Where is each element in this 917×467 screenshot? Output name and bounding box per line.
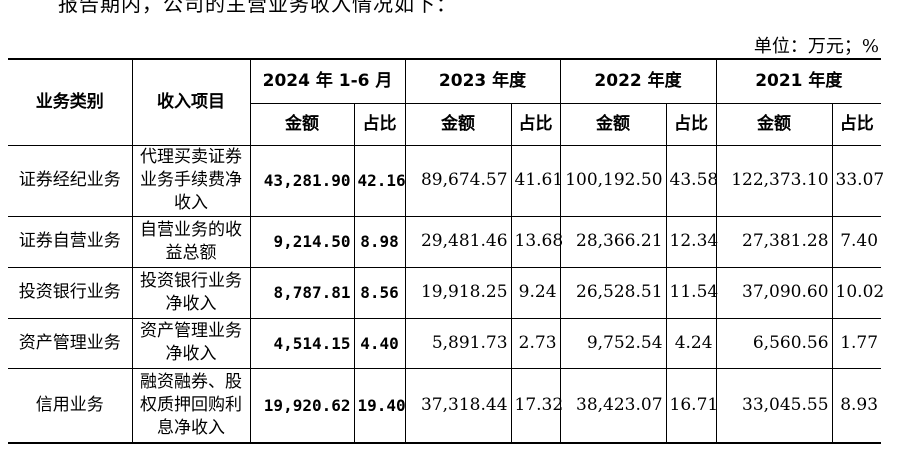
amount-cell: 9,214.50 bbox=[249, 215, 355, 268]
category-cell: 证券自营业务 bbox=[8, 215, 133, 268]
amount-cell: 4,514.15 bbox=[249, 317, 355, 369]
header-amount: 金额 bbox=[715, 102, 833, 146]
amount-cell: 33,045.55 bbox=[715, 367, 833, 444]
header-ratio: 占比 bbox=[353, 102, 406, 146]
amount-cell: 9,752.54 bbox=[559, 317, 667, 369]
ratio-cell: 7.40 bbox=[831, 215, 882, 268]
header-period: 2023 年度 bbox=[404, 58, 561, 104]
amount-cell: 122,373.10 bbox=[715, 144, 833, 217]
category-cell: 投资银行业务 bbox=[8, 266, 133, 319]
table-row: 证券自营业务 自营业务的收益总额 9,214.50 8.98 29,481.46… bbox=[8, 215, 882, 268]
table-row: 信用业务 融资融券、股权质押回购利息净收入 19,920.62 19.40 37… bbox=[8, 367, 882, 444]
header-amount: 金额 bbox=[250, 102, 355, 146]
amount-cell: 27,381.28 bbox=[715, 215, 833, 268]
ratio-cell: 2.73 bbox=[510, 317, 561, 369]
amount-cell: 37,318.44 bbox=[404, 367, 512, 444]
ratio-cell: 42.16 bbox=[353, 144, 406, 217]
item-cell: 代理买卖证券业务手续费净收入 bbox=[131, 144, 251, 217]
ratio-cell: 41.61 bbox=[510, 144, 563, 217]
header-row-periods: 业务类别 收入项目 2024 年 1-6 月 2023 年度 2022 年度 2… bbox=[8, 58, 882, 146]
ratio-cell: 4.40 bbox=[353, 317, 406, 369]
table-row: 投资银行业务 投资银行业务净收入 8,787.81 8.56 19,918.25… bbox=[8, 266, 884, 319]
ratio-cell: 13.68 bbox=[510, 215, 563, 268]
header-amount: 金额 bbox=[404, 102, 512, 146]
header-amount: 金额 bbox=[559, 102, 667, 146]
header-category: 业务类别 bbox=[8, 58, 133, 146]
amount-cell: 26,528.51 bbox=[559, 266, 667, 319]
intro-text: 报告期内，公司的主营业务收入情况如下： bbox=[58, 0, 457, 16]
table-row: 证券经纪业务 代理买卖证券业务手续费净收入 43,281.90 42.16 89… bbox=[8, 144, 884, 217]
header-period: 2021 年度 bbox=[715, 58, 882, 104]
amount-cell: 100,192.50 bbox=[559, 144, 667, 217]
ratio-cell: 9.24 bbox=[510, 266, 561, 319]
header-ratio: 占比 bbox=[665, 102, 717, 146]
ratio-cell: 1.77 bbox=[831, 317, 882, 369]
amount-cell: 43,281.90 bbox=[249, 144, 355, 217]
item-cell: 融资融券、股权质押回购利息净收入 bbox=[131, 367, 251, 444]
item-cell: 投资银行业务净收入 bbox=[131, 266, 251, 319]
ratio-cell: 43.58 bbox=[665, 144, 718, 217]
unit-label: 单位：万元；% bbox=[753, 36, 879, 57]
amount-cell: 37,090.60 bbox=[715, 266, 833, 319]
amount-cell: 5,891.73 bbox=[404, 317, 512, 369]
category-cell: 资产管理业务 bbox=[8, 317, 133, 369]
ratio-cell: 19.40 bbox=[353, 367, 406, 444]
ratio-cell: 17.32 bbox=[510, 367, 563, 444]
ratio-cell: 33.07 bbox=[831, 144, 884, 217]
amount-cell: 6,560.56 bbox=[715, 317, 833, 369]
amount-cell: 29,481.46 bbox=[404, 215, 512, 268]
ratio-cell: 10.02 bbox=[831, 266, 884, 319]
amount-cell: 19,918.25 bbox=[404, 266, 512, 319]
amount-cell: 28,366.21 bbox=[559, 215, 667, 268]
ratio-cell: 4.24 bbox=[665, 317, 717, 369]
amount-cell: 19,920.62 bbox=[249, 367, 355, 444]
header-ratio: 占比 bbox=[510, 102, 561, 146]
amount-cell: 89,674.57 bbox=[404, 144, 512, 217]
header-period: 2024 年 1-6 月 bbox=[249, 58, 406, 104]
header-ratio: 占比 bbox=[831, 102, 882, 146]
category-cell: 证券经纪业务 bbox=[8, 144, 133, 217]
amount-cell: 8,787.81 bbox=[249, 266, 355, 319]
header-item: 收入项目 bbox=[131, 58, 251, 146]
ratio-cell: 8.56 bbox=[353, 266, 406, 319]
ratio-cell: 12.34 bbox=[665, 215, 718, 268]
ratio-cell: 8.93 bbox=[831, 367, 882, 444]
ratio-cell: 16.71 bbox=[665, 367, 718, 444]
category-cell: 信用业务 bbox=[8, 367, 133, 444]
item-cell: 自营业务的收益总额 bbox=[131, 215, 251, 268]
table-row: 资产管理业务 资产管理业务净收入 4,514.15 4.40 5,891.73 … bbox=[8, 317, 882, 369]
header-period: 2022 年度 bbox=[559, 58, 717, 104]
item-cell: 资产管理业务净收入 bbox=[131, 317, 251, 369]
revenue-table: 业务类别 收入项目 2024 年 1-6 月 2023 年度 2022 年度 2… bbox=[8, 58, 884, 444]
ratio-cell: 8.98 bbox=[353, 215, 406, 268]
amount-cell: 38,423.07 bbox=[559, 367, 667, 444]
ratio-cell: 11.54 bbox=[665, 266, 718, 319]
